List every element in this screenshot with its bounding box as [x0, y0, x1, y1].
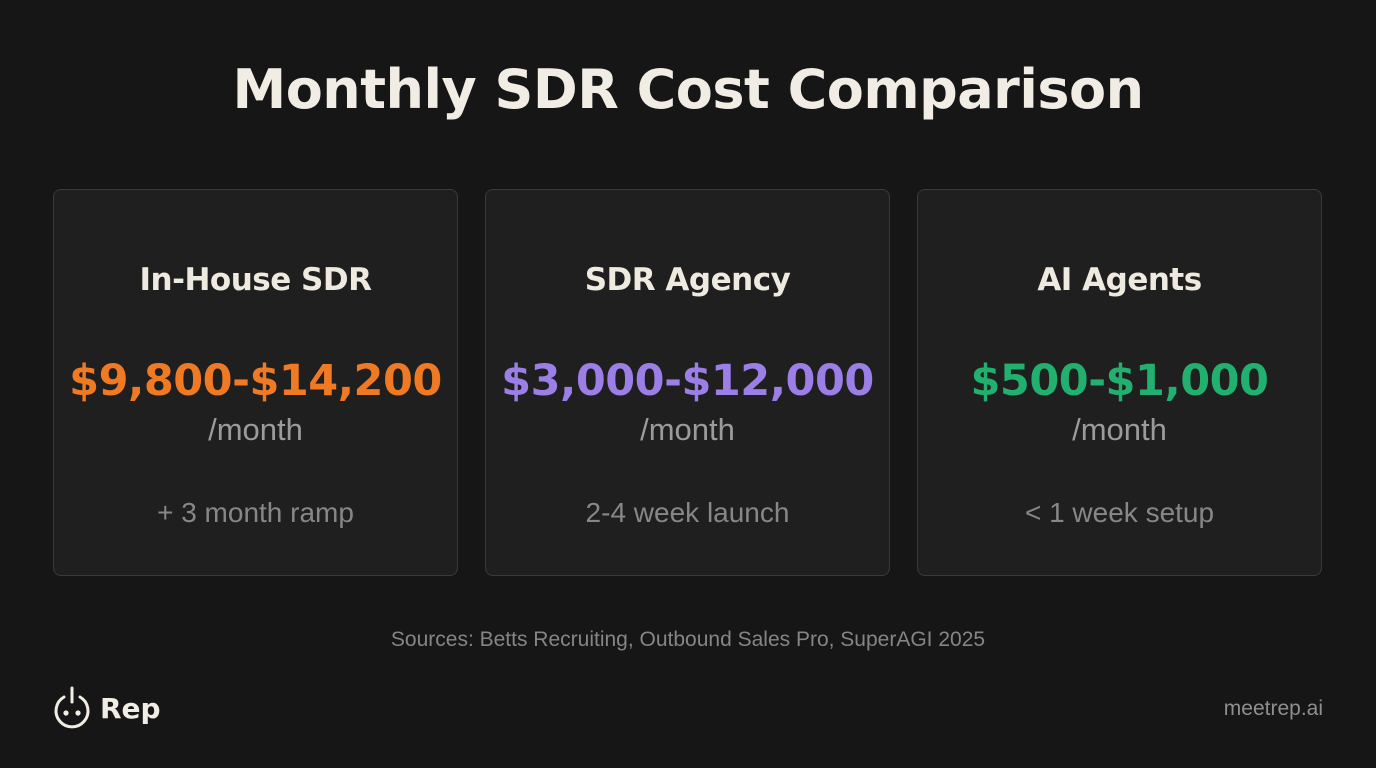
card-in-house-sdr: In-House SDR $9,800-$14,200 /month + 3 m… [53, 189, 458, 576]
card-price: $9,800-$14,200 [69, 356, 442, 406]
card-note: < 1 week setup [1024, 497, 1215, 528]
sources-text: Sources: Betts Recruiting, Outbound Sale… [390, 628, 986, 651]
brand-name: Rep [100, 691, 161, 725]
card-note: 2-4 week launch [585, 497, 790, 528]
brand-logo: Rep [52, 686, 161, 730]
card-sdr-agency: SDR Agency $3,000-$12,000 /month 2-4 wee… [485, 189, 890, 576]
card-period: /month [1072, 412, 1167, 447]
card-ai-agents: AI Agents $500-$1,000 /month < 1 week se… [917, 189, 1322, 576]
card-period: /month [640, 412, 735, 447]
card-period: /month [208, 412, 303, 447]
card-price: $500-$1,000 [970, 356, 1269, 406]
card-title: AI Agents [1037, 262, 1202, 298]
card-price: $3,000-$12,000 [501, 356, 874, 406]
card-title: In-House SDR [139, 262, 372, 298]
card-note: + 3 month ramp [157, 497, 354, 528]
site-url: meetrep.ai [1223, 697, 1323, 720]
page-title: Monthly SDR Cost Comparison [232, 58, 1144, 121]
card-title: SDR Agency [584, 262, 791, 298]
power-face-icon [54, 686, 90, 729]
